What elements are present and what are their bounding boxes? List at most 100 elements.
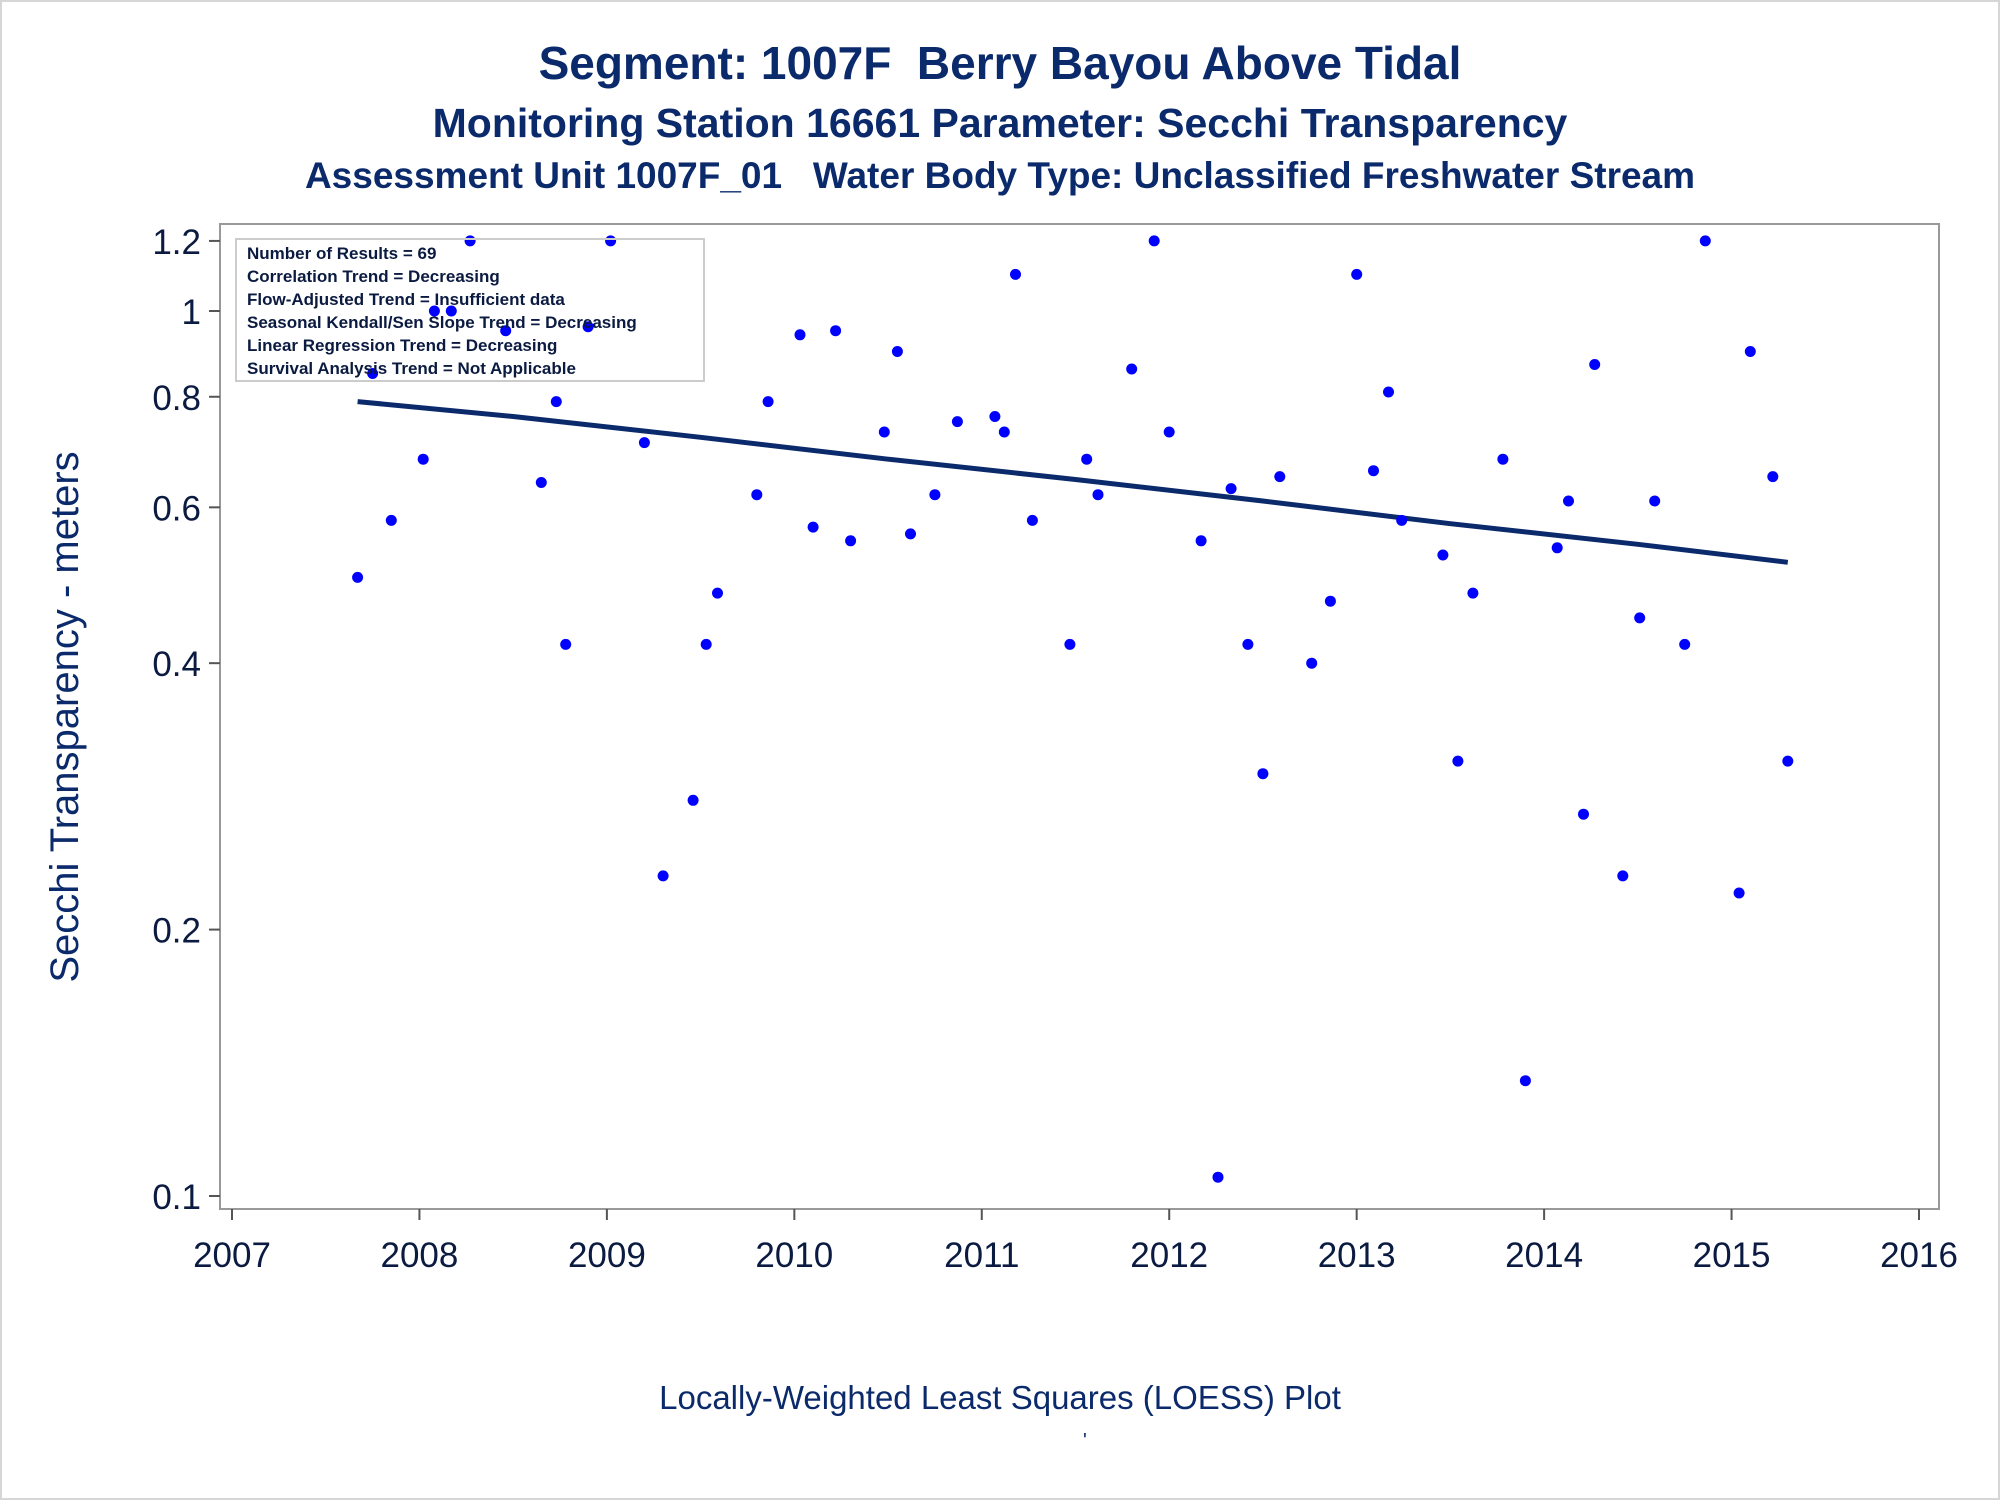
x-tick-label: 2014: [1505, 1236, 1583, 1275]
data-point: [1163, 426, 1175, 438]
stats-line: Seasonal Kendall/Sen Slope Trend = Decre…: [247, 313, 637, 332]
data-point: [1467, 587, 1479, 599]
data-point: [998, 426, 1010, 438]
data-point: [1064, 638, 1076, 650]
data-point: [1212, 1171, 1224, 1183]
data-point: [751, 489, 763, 501]
y-tick-label: 1: [182, 293, 201, 332]
data-point: [1148, 235, 1160, 247]
y-tick-label: 0.8: [152, 379, 201, 418]
x-axis: 2007 2008 2009 2010 2011 2012 2013 2014 2015 2016: [193, 1209, 1958, 1275]
data-point: [550, 396, 562, 408]
data-point: [878, 426, 890, 438]
data-point: [1519, 1075, 1531, 1087]
data-point: [1744, 346, 1756, 357]
data-point: [891, 346, 903, 357]
data-point: [1126, 363, 1138, 375]
data-point: [700, 638, 712, 650]
data-point: [1257, 768, 1269, 780]
data-point: [500, 325, 512, 337]
y-tick-label: 0.6: [152, 489, 201, 528]
data-point: [1452, 755, 1464, 767]
data-point: [1437, 549, 1449, 561]
data-point: [1578, 808, 1589, 820]
data-point: [1679, 638, 1691, 650]
data-point: [951, 416, 963, 428]
data-point: [1026, 514, 1038, 526]
x-tick-label: 2016: [1880, 1236, 1958, 1275]
data-point: [1699, 235, 1711, 247]
data-point: [905, 528, 916, 540]
data-point: [1383, 386, 1394, 398]
data-point: [464, 235, 476, 247]
chart-subtitle-2: Assessment Unit 1007F_01 Water Body Type…: [304, 155, 1696, 196]
stats-legend-box: Number of Results = 69 Correlation Trend …: [235, 238, 705, 382]
y-axis-label: Secchi Transparency - meters: [43, 451, 87, 982]
stats-line: Survival Analysis Trend = Not Applicable: [247, 359, 576, 378]
data-point: [1195, 535, 1207, 547]
y-tick-label: 0.4: [152, 645, 201, 684]
data-point: [367, 368, 379, 379]
y-tick-label: 0.1: [152, 1178, 201, 1217]
data-point: [1617, 870, 1629, 882]
trend-layer: [357, 399, 1789, 565]
data-point: [560, 638, 572, 650]
data-point: [1274, 471, 1286, 483]
data-point: [1396, 514, 1408, 526]
data-point: [1368, 465, 1379, 477]
x-tick-label: 2013: [1318, 1236, 1396, 1275]
data-point: [657, 870, 669, 882]
data-point: [385, 514, 397, 526]
data-point: [830, 325, 842, 337]
data-point: [1563, 495, 1574, 507]
data-point: [445, 305, 457, 317]
x-tick-label: 2007: [193, 1236, 271, 1275]
stray-mark: ': [1083, 1430, 1087, 1452]
x-tick-label: 2011: [944, 1236, 1019, 1275]
x-tick-label: 2008: [381, 1236, 459, 1275]
stats-line: Correlation Trend = Decreasing: [247, 267, 500, 286]
data-point: [1589, 359, 1601, 370]
stats-line: Flow-Adjusted Trend = Insufficient data: [247, 290, 565, 309]
data-point: [1081, 453, 1093, 465]
data-point: [712, 587, 723, 599]
data-point: [582, 321, 594, 333]
data-point: [605, 235, 617, 247]
data-point: [428, 305, 440, 317]
data-point: [1324, 595, 1336, 607]
data-point: [1497, 453, 1509, 465]
data-point: [807, 521, 819, 533]
x-tick-label: 2010: [755, 1236, 833, 1275]
y-tick-label: 1.2: [152, 223, 201, 262]
data-point: [989, 411, 1001, 422]
chart-title: Segment: 1007F Berry Bayou Above Tidal: [538, 37, 1462, 89]
points-layer: [352, 235, 1794, 1183]
data-point: [1634, 612, 1646, 624]
stats-line: Linear Regression Trend = Decreasing: [247, 336, 557, 355]
data-point: [1649, 495, 1661, 507]
x-tick-label: 2012: [1130, 1236, 1208, 1275]
data-point: [1092, 489, 1104, 501]
data-point: [1782, 755, 1794, 767]
data-point: [929, 489, 941, 501]
data-point: [1733, 887, 1745, 899]
data-point: [1242, 638, 1254, 650]
plot-area: [219, 223, 1940, 1210]
data-point: [1551, 542, 1563, 554]
data-point: [352, 571, 364, 583]
data-point: [845, 535, 857, 547]
y-tick-label: 0.2: [152, 912, 201, 951]
footnote: Locally-Weighted Least Squares (LOESS) P…: [659, 1379, 1341, 1416]
x-tick-label: 2009: [568, 1236, 646, 1275]
data-point: [1767, 471, 1779, 483]
data-point: [1306, 657, 1318, 669]
x-tick-label: 2015: [1693, 1236, 1771, 1275]
trend-line: [357, 399, 1789, 565]
data-point: [535, 477, 547, 488]
data-point: [638, 437, 650, 449]
data-point: [687, 794, 699, 806]
y-axis: 0.1 0.2 0.4 0.6 0.8 1 1.2: [152, 223, 220, 1217]
chart-subtitle: Monitoring Station 16661 Parameter: Secc…: [432, 100, 1568, 146]
data-point: [762, 396, 774, 408]
